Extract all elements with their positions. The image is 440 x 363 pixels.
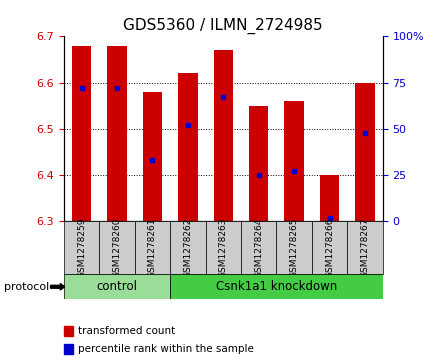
Text: control: control: [96, 280, 137, 293]
Text: GSM1278260: GSM1278260: [113, 217, 121, 278]
Bar: [64, 221, 99, 274]
Bar: [72, 46, 91, 221]
Text: GSM1278266: GSM1278266: [325, 217, 334, 278]
Text: GSM1278262: GSM1278262: [183, 217, 192, 278]
Bar: [135, 221, 170, 274]
Text: Csnk1a1 knockdown: Csnk1a1 knockdown: [216, 280, 337, 293]
Text: GSM1278265: GSM1278265: [290, 217, 299, 278]
Bar: [143, 92, 162, 221]
Bar: [284, 101, 304, 221]
Bar: [64, 274, 170, 299]
Bar: [249, 106, 268, 221]
Text: GSM1278264: GSM1278264: [254, 217, 263, 278]
Title: GDS5360 / ILMN_2724985: GDS5360 / ILMN_2724985: [124, 17, 323, 33]
Bar: [241, 221, 276, 274]
Text: GSM1278263: GSM1278263: [219, 217, 228, 278]
Text: GSM1278259: GSM1278259: [77, 217, 86, 278]
Bar: [312, 221, 347, 274]
Bar: [320, 175, 339, 221]
Bar: [213, 50, 233, 221]
Bar: [170, 274, 383, 299]
Bar: [99, 221, 135, 274]
Text: transformed count: transformed count: [78, 326, 175, 336]
Bar: [356, 83, 375, 221]
Bar: [170, 221, 205, 274]
Text: protocol: protocol: [4, 282, 50, 292]
Bar: [178, 73, 198, 221]
Bar: [347, 221, 383, 274]
Bar: [276, 221, 312, 274]
Text: percentile rank within the sample: percentile rank within the sample: [78, 344, 254, 354]
Text: GSM1278261: GSM1278261: [148, 217, 157, 278]
Bar: [107, 46, 127, 221]
Bar: [205, 221, 241, 274]
Text: GSM1278267: GSM1278267: [360, 217, 370, 278]
